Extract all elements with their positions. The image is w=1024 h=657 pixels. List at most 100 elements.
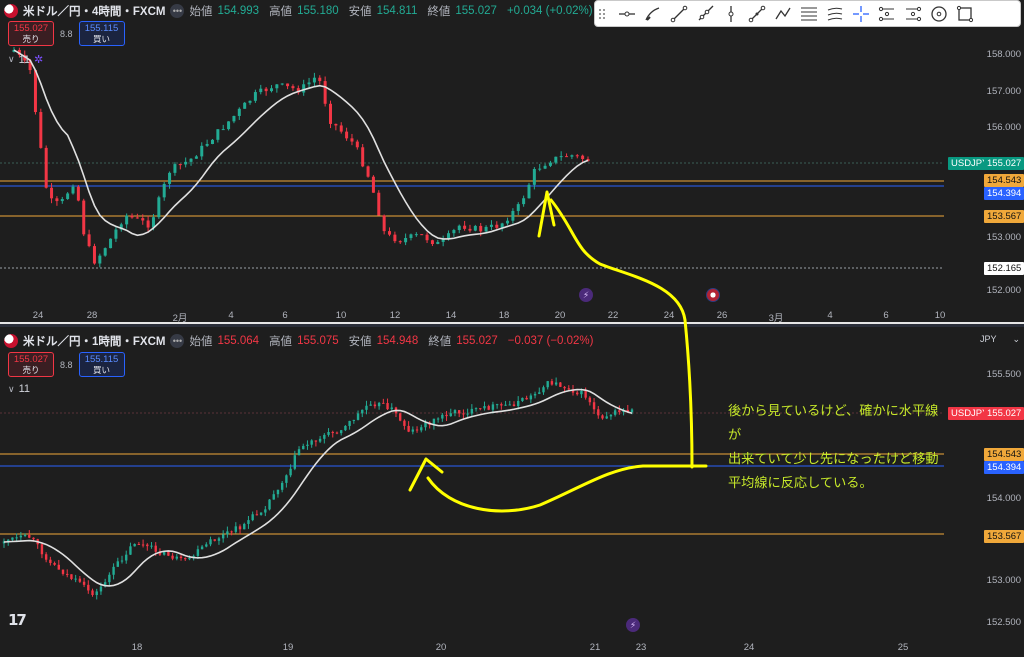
- price-label-155.5: 155.500: [986, 369, 1021, 380]
- candle-body: [432, 418, 436, 425]
- candle-body: [268, 499, 271, 510]
- candle-body: [500, 223, 504, 228]
- event-lightning-icon[interactable]: ⚡: [579, 288, 593, 302]
- usd-jpy-flag-icon: [4, 4, 18, 18]
- date-label: 18: [131, 642, 143, 653]
- crosshair-icon[interactable]: [849, 2, 873, 26]
- collapse-chevron-icon[interactable]: ∨: [8, 54, 15, 64]
- candle-body: [352, 419, 356, 421]
- sell-button[interactable]: 155.027 売り: [8, 21, 54, 46]
- currency-value: JPY: [980, 334, 997, 344]
- candle-body: [171, 555, 174, 559]
- drag-handle-icon[interactable]: [599, 4, 607, 24]
- candle-body: [125, 554, 128, 561]
- brush-icon[interactable]: [641, 2, 665, 26]
- trend-line-icon[interactable]: [667, 2, 691, 26]
- candle-body: [82, 581, 86, 585]
- candle-body: [581, 155, 585, 159]
- candle-body: [474, 408, 478, 410]
- sell-button[interactable]: 155.027 売り: [8, 352, 54, 377]
- price-chart-1h[interactable]: [0, 327, 1024, 657]
- indicator-legend-ma[interactable]: ∨ 11: [8, 383, 30, 395]
- candle-body: [213, 539, 216, 541]
- candle-body: [179, 556, 183, 559]
- buy-label: 買い: [93, 34, 111, 44]
- horizontal-line-icon[interactable]: [615, 2, 639, 26]
- candle-body: [78, 578, 82, 582]
- candle-body: [23, 54, 27, 61]
- date-label: 6: [282, 310, 288, 321]
- candle-body: [516, 204, 520, 211]
- candle-body: [71, 186, 75, 194]
- candle-body: [334, 123, 338, 126]
- pane-separator[interactable]: [0, 322, 1024, 327]
- symbol-title[interactable]: 米ドル／円・1時間・FXCM: [23, 336, 166, 348]
- candle-body: [491, 404, 495, 410]
- buy-button[interactable]: 155.115 買い: [78, 21, 125, 46]
- annotation-note: 後から見ているけど、確かに水平線が 出来ていて少し先になったけど移動 平均線に反…: [728, 400, 948, 496]
- change-value: +0.034 (+0.02%): [506, 5, 593, 17]
- candle-body: [285, 475, 288, 483]
- open-label: 始値: [189, 6, 213, 18]
- candle-body: [386, 403, 389, 410]
- currency-select[interactable]: JPY ⌄: [980, 332, 1020, 346]
- level-tag-b: 154.394: [984, 461, 1024, 474]
- candle-body: [188, 558, 191, 560]
- indicator-legend-ma[interactable]: ∨ 11 ✲: [8, 53, 44, 67]
- level-tag-c: 153.567: [984, 530, 1024, 543]
- candle-body: [517, 400, 520, 407]
- event-lightning-icon[interactable]: ⚡: [626, 618, 640, 632]
- us-event-flag-icon[interactable]: [706, 288, 720, 302]
- fib-channel-icon[interactable]: [823, 2, 847, 26]
- candle-body: [146, 544, 149, 547]
- buy-price: 155.115: [84, 354, 119, 365]
- candle-body: [588, 397, 592, 403]
- candle-body: [57, 564, 60, 570]
- candle-body: [135, 217, 139, 219]
- collapse-chevron-icon[interactable]: ∨: [8, 383, 15, 394]
- candle-body: [373, 404, 377, 407]
- price-chart-4h[interactable]: [0, 0, 1024, 322]
- path-icon[interactable]: [771, 2, 795, 26]
- more-options-icon[interactable]: •••: [170, 4, 185, 18]
- level-tag-a: 154.543: [984, 174, 1024, 187]
- candle-body: [175, 556, 179, 559]
- ray-icon[interactable]: [693, 2, 717, 26]
- rectangle-icon[interactable]: [953, 2, 977, 26]
- price-label-152: 152.000: [986, 285, 1021, 296]
- symbol-title[interactable]: 米ドル／円・4時間・FXCM: [23, 6, 166, 18]
- fib-retracement-icon[interactable]: [797, 2, 821, 26]
- candle-body: [269, 88, 273, 92]
- candle-body: [50, 187, 54, 199]
- candle-body: [227, 121, 231, 130]
- candle-body: [318, 77, 322, 82]
- chevron-down-icon: ⌄: [1012, 333, 1020, 344]
- candle-body: [103, 248, 107, 256]
- circle-icon[interactable]: [927, 2, 951, 26]
- candle-body: [521, 397, 524, 401]
- chart-pane-4h[interactable]: 米ドル／円・4時間・FXCM ••• 始値 154.993 高値 155.180 安…: [0, 0, 1024, 322]
- candle-body: [377, 402, 381, 407]
- candle-body: [307, 82, 311, 85]
- candle-body: [230, 531, 233, 533]
- price-label-153: 153.000: [986, 232, 1021, 243]
- candle-body: [200, 145, 204, 157]
- info-line-icon[interactable]: [745, 2, 769, 26]
- indicator-settings-icon[interactable]: ✲: [34, 54, 44, 66]
- candle-body: [259, 88, 263, 93]
- long-position-icon[interactable]: [875, 2, 899, 26]
- candle-body: [76, 186, 80, 201]
- short-position-icon[interactable]: [901, 2, 925, 26]
- candle-body: [168, 172, 172, 184]
- candle-body: [125, 215, 129, 225]
- sell-price: 155.027: [13, 354, 49, 365]
- trade-buttons-4h: 155.027 売り 8.8 155.115 買い: [8, 21, 125, 46]
- candle-body: [61, 569, 65, 574]
- candle-body: [243, 102, 247, 109]
- date-label: 21: [589, 642, 601, 653]
- candle-body: [210, 139, 214, 145]
- buy-button[interactable]: 155.115 買い: [78, 352, 125, 377]
- vertical-line-icon[interactable]: [719, 2, 743, 26]
- candle-body: [112, 566, 115, 575]
- more-options-icon[interactable]: •••: [170, 334, 185, 348]
